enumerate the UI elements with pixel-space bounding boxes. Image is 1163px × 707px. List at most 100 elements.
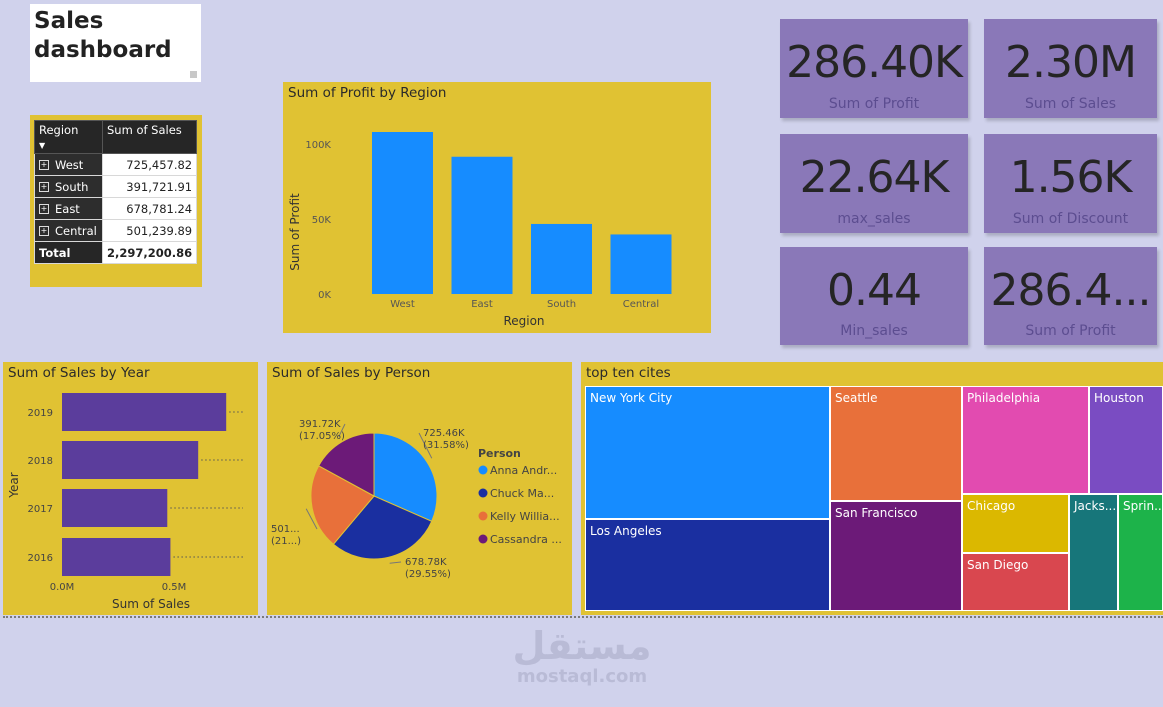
row-sales: 725,457.82 [101, 153, 198, 176]
leader-line [305, 508, 318, 530]
sales-by-person-chart: 725.46K(31.58%) 678.78K(29.55%) 501...(21.… [271, 419, 562, 580]
pie-slice [373, 432, 438, 522]
sales-by-year-panel: Sum of Sales by Year 2019 2018 2017 2016 0.0… [3, 362, 258, 615]
leader-line [389, 561, 402, 564]
row-region: Central [55, 223, 97, 238]
data-label-percent: (21...) [271, 536, 301, 547]
y-tick-label: 2019 [28, 408, 53, 419]
top-ten-cities-panel: top ten cites New York City Los Angeles Se… [581, 362, 1163, 615]
leader-line [418, 432, 433, 459]
table-total-row: Total 2,297,200.86 [34, 241, 198, 264]
divider [3, 616, 1163, 618]
data-label-percent: (31.58%) [423, 440, 469, 451]
expand-icon[interactable]: + [39, 204, 49, 214]
watermark-latin: mostaql.com [516, 666, 648, 687]
total-label: Total [34, 241, 103, 264]
table-header-row: Region ▼ Sum of Sales [34, 120, 198, 154]
expand-icon[interactable]: + [39, 182, 49, 192]
kpi-label: max_sales [837, 211, 911, 227]
legend-marker [478, 534, 488, 544]
y-tick-label: 100K [305, 140, 331, 151]
chart-title: Sum of Sales by Year [8, 365, 150, 381]
kpi-card-sum-of-profit-2[interactable]: 286.4... Sum of Profit [984, 247, 1157, 345]
table-row: + Central 501,239.89 [34, 219, 198, 242]
treemap-cell[interactable]: New York City [585, 386, 830, 519]
data-label: 391.72K [299, 419, 341, 430]
treemap-cell[interactable]: Jacks... [1069, 494, 1118, 611]
bar [62, 441, 199, 479]
column-header-region[interactable]: Region ▼ [34, 120, 103, 154]
kpi-label: Sum of Sales [1024, 96, 1117, 112]
bar [62, 393, 227, 431]
kpi-value: 22.64K [799, 152, 950, 203]
x-tick-label: 0.0M [50, 582, 75, 593]
kpi-value: 286.4... [990, 265, 1152, 316]
kpi-card-max-sales[interactable]: 22.64K max_sales [780, 134, 968, 233]
kpi-value: 286.40K [786, 37, 963, 88]
kpi-label: Min_sales [840, 323, 908, 339]
legend-label: Kelly Willia... [490, 510, 560, 523]
watermark-arabic: مستقل [512, 624, 652, 668]
legend-marker [478, 511, 488, 521]
kpi-card-sum-of-discount[interactable]: 1.56K Sum of Discount [984, 134, 1157, 233]
treemap-cell[interactable]: San Diego [962, 553, 1069, 611]
pie-slice [310, 465, 375, 545]
data-label: 678.78K [405, 557, 447, 568]
treemap-cell[interactable]: Houston [1089, 386, 1163, 494]
treemap-cell[interactable]: Philadelphia [962, 386, 1089, 494]
expand-icon[interactable]: + [39, 226, 49, 236]
treemap-cell[interactable]: San Francisco [830, 501, 962, 611]
table-row: + West 725,457.82 [34, 153, 198, 176]
kpi-value: 2.30M [1005, 37, 1137, 88]
row-region: South [55, 179, 89, 194]
row-sales: 678,781.24 [101, 197, 198, 220]
chart-title: Sum of Sales by Person [272, 365, 431, 381]
y-tick-label: 2018 [28, 456, 53, 467]
kpi-value: 0.44 [827, 265, 922, 316]
x-tick-label: Central [623, 299, 659, 310]
dashboard-title-card: Sales dashboard [30, 4, 201, 82]
row-region: East [55, 201, 80, 216]
kpi-label: Sum of Discount [1012, 211, 1129, 227]
y-tick-label: 2017 [28, 504, 53, 515]
region-sales-table: Region ▼ Sum of Sales + West 725,457.82 +… [34, 120, 198, 264]
bar [531, 223, 592, 294]
kpi-card-sum-of-profit[interactable]: 286.40K Sum of Profit [780, 19, 968, 118]
pie-slice [332, 495, 433, 560]
region-sales-table-panel: Region ▼ Sum of Sales + West 725,457.82 +… [30, 115, 202, 287]
bar [451, 156, 513, 294]
treemap-cell[interactable]: Seattle [830, 386, 962, 501]
chart-title: top ten cites [586, 365, 671, 381]
y-tick-label: 2016 [28, 553, 53, 564]
chart-title: Sum of Profit by Region [288, 85, 447, 101]
legend-marker [478, 488, 488, 498]
sales-by-year-chart: 2019 2018 2017 2016 0.0M 0.5M Sum of Sales Year [7, 393, 243, 611]
data-label: 725.46K [423, 428, 465, 439]
column-header-sales[interactable]: Sum of Sales [101, 120, 198, 154]
leader-line [338, 423, 346, 437]
treemap-cell[interactable]: Los Angeles [585, 519, 830, 611]
x-axis-label: Region [503, 314, 544, 328]
bar [62, 489, 168, 527]
column-header-label: Region [39, 123, 79, 137]
bar [62, 538, 171, 576]
expand-icon[interactable]: + [39, 160, 49, 170]
legend-marker [478, 465, 488, 475]
pie-slice [318, 432, 375, 497]
data-label: 501... [271, 524, 300, 535]
table-row: + East 678,781.24 [34, 197, 198, 220]
table-row: + South 391,721.91 [34, 175, 198, 198]
y-axis-label: Sum of Profit [288, 193, 302, 271]
kpi-card-sum-of-sales[interactable]: 2.30M Sum of Sales [984, 19, 1157, 118]
treemap-cell[interactable]: Sprin... [1118, 494, 1163, 611]
sort-descending-icon[interactable]: ▼ [39, 141, 46, 150]
profit-by-region-panel: Sum of Profit by Region 0K 50K 100K West Eas… [283, 82, 711, 333]
kpi-card-min-sales[interactable]: 0.44 Min_sales [780, 247, 968, 345]
treemap: New York City Los Angeles Seattle San Franc… [585, 386, 1163, 611]
row-sales: 501,239.89 [101, 219, 198, 242]
legend-title: Person [478, 447, 521, 460]
x-tick-label: East [471, 299, 493, 310]
watermark: مستقل mostaql.com [508, 625, 656, 687]
treemap-cell[interactable]: Chicago [962, 494, 1069, 553]
resize-handle[interactable] [190, 71, 197, 78]
